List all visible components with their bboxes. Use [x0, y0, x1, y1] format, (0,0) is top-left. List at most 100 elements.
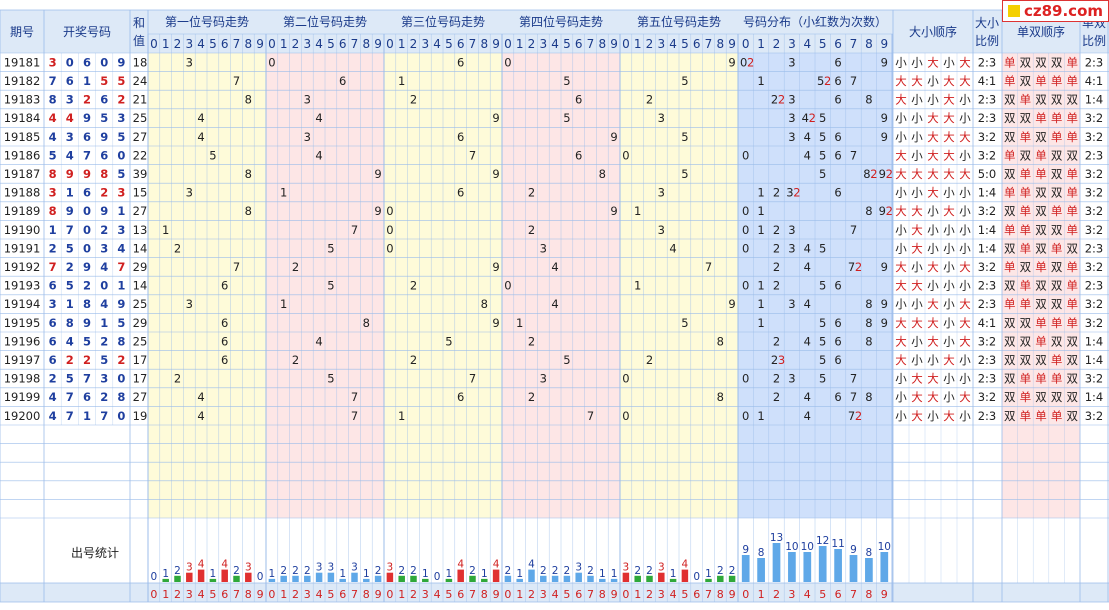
oddeven-char: 双 — [1051, 167, 1063, 181]
trend-pos5-mark: 5 — [681, 167, 688, 181]
oddeven-char: 双 — [1020, 148, 1032, 162]
bigsmall-char: 小 — [927, 279, 939, 293]
stats-pos5-digit: 8 — [717, 588, 724, 601]
oddeven-char: 单 — [1066, 204, 1078, 218]
oddeven-char: 单 — [1066, 316, 1078, 330]
header-pos1: 第一位号码走势 — [165, 14, 249, 29]
row-draw-digit: 6 — [83, 390, 91, 404]
row-draw-digit: 7 — [66, 223, 74, 237]
dist-mark: 5 — [819, 111, 826, 125]
stats-dist-label: 8 — [758, 547, 765, 559]
trend-pos3-mark: 9 — [492, 111, 499, 125]
stats-pos3-digit: 9 — [493, 588, 500, 601]
stats-pos2-label: 1 — [363, 568, 370, 580]
oddeven-char: 单 — [1004, 186, 1016, 200]
dist-mark: 3 — [788, 297, 795, 311]
trend-pos1-mark: 8 — [245, 167, 252, 181]
row-draw-digit: 0 — [100, 279, 108, 293]
row-draw-digit: 5 — [117, 74, 125, 88]
trend-pos2-mark: 1 — [280, 297, 287, 311]
dist-mark: 5 — [817, 74, 824, 88]
trend-pos5-mark: 5 — [681, 316, 688, 330]
header-pos1-digit: 3 — [185, 37, 193, 51]
stats-pos4-digit: 4 — [552, 588, 559, 601]
bigsmall-char: 小 — [959, 353, 971, 367]
oddeven-char: 双 — [1035, 93, 1047, 107]
bigsmall-char: 大 — [959, 316, 971, 330]
dist-mark: 0 — [742, 223, 749, 237]
bigsmall-char: 小 — [927, 223, 939, 237]
bigsmall-char: 小 — [943, 297, 955, 311]
bigsmall-char: 大 — [895, 260, 907, 274]
row-draw-digit: 4 — [100, 260, 108, 274]
oddeven-char: 单 — [1051, 372, 1063, 386]
bigsmall-char: 小 — [911, 55, 923, 69]
trend-pos5-mark: 9 — [728, 297, 735, 311]
stats-pos3-digit: 4 — [434, 588, 441, 601]
row-draw-digit: 3 — [100, 241, 108, 255]
stats-pos1-digit: 8 — [245, 588, 252, 601]
bigsmall-ratio-header-2: 比例 — [975, 34, 999, 48]
dist-count: 2 — [778, 93, 785, 107]
bigsmall-char: 小 — [943, 241, 955, 255]
stats-pos2-bar — [339, 578, 346, 582]
bigsmall-char: 大 — [895, 334, 907, 348]
sum-header-1: 和 — [133, 16, 145, 30]
trend-pos1-mark: 3 — [186, 55, 193, 69]
stats-pos2-label: 1 — [269, 568, 276, 580]
dist-mark: 1 — [757, 204, 764, 218]
row-draw-digit: 2 — [83, 279, 91, 293]
stats-dist-bar — [757, 558, 765, 582]
row-sum: 25 — [133, 111, 148, 125]
row-draw-digit: 7 — [66, 390, 74, 404]
row-sum: 17 — [133, 372, 148, 386]
oddeven-char: 双 — [1051, 223, 1063, 237]
stats-pos2-label: 3 — [351, 562, 358, 574]
stats-pos3-label: 2 — [410, 565, 417, 577]
header-pos2-digit: 2 — [292, 37, 300, 51]
dist-count: 2 — [886, 167, 893, 181]
site-logo[interactable]: cz89.com — [1002, 0, 1109, 22]
bigsmall-char: 小 — [927, 241, 939, 255]
trend-pos2-mark: 2 — [292, 353, 299, 367]
row-issue: 19191 — [4, 241, 41, 255]
bigsmall-char: 大 — [895, 93, 907, 107]
trend-pos4-mark: 9 — [610, 130, 617, 144]
oddeven-char: 单 — [1020, 372, 1032, 386]
dist-mark: 7 — [850, 148, 857, 162]
oddeven-char: 双 — [1004, 409, 1016, 423]
oddeven-ratio: 2:3 — [1085, 241, 1104, 255]
trend-pos4-mark: 0 — [504, 55, 511, 69]
stats-pos5-digit: 9 — [729, 588, 736, 601]
stats-dist-label: 9 — [742, 544, 749, 556]
stats-dist-digit: 7 — [850, 588, 857, 601]
dist-header-digit: 6 — [834, 37, 842, 51]
dist-mark: 3 — [788, 372, 795, 386]
bigsmall-ratio: 4:1 — [978, 316, 997, 330]
oddeven-char: 双 — [1035, 241, 1047, 255]
stats-dist-digit: 5 — [819, 588, 826, 601]
oddeven-char: 双 — [1035, 390, 1047, 404]
bigsmall-char: 小 — [943, 372, 955, 386]
bigsmall-char: 小 — [895, 186, 907, 200]
stats-pos3-digit: 1 — [398, 588, 405, 601]
oddeven-char: 双 — [1035, 223, 1047, 237]
trend-pos1-mark: 6 — [221, 334, 228, 348]
stats-pos1-label: 3 — [245, 562, 252, 574]
stats-pos3-bar — [410, 575, 417, 582]
stats-pos3-digit: 0 — [386, 588, 393, 601]
stats-pos3-bar — [492, 569, 500, 582]
stats-pos2-bar — [304, 575, 311, 582]
bigsmall-char: 小 — [959, 279, 971, 293]
bigsmall-ratio: 3:2 — [978, 130, 997, 144]
dist-mark: 5 — [819, 334, 826, 348]
stats-pos1-bar — [209, 578, 217, 582]
header-pos5: 第五位号码走势 — [637, 14, 721, 29]
stats-dist-bar — [880, 552, 889, 582]
header-pos1-digit: 7 — [233, 37, 241, 51]
dist-mark: 9 — [881, 297, 888, 311]
stats-dist-bar — [865, 558, 873, 582]
oddeven-char: 双 — [1020, 334, 1032, 348]
header-pos4-digit: 7 — [587, 37, 595, 51]
dist-mark: 6 — [834, 316, 841, 330]
